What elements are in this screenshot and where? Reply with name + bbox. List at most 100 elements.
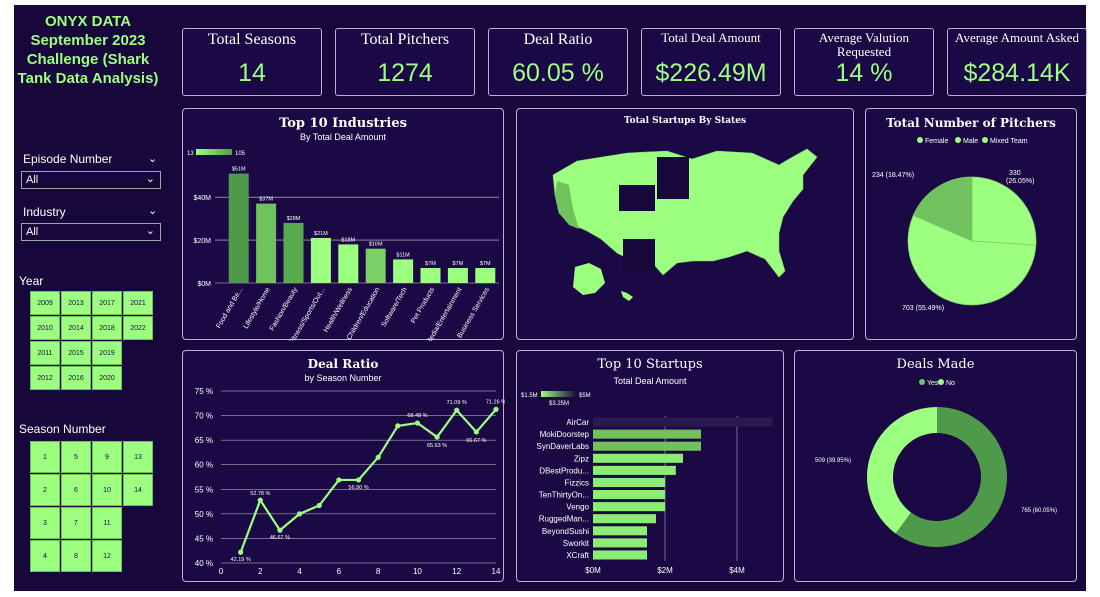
- data-point: [238, 549, 244, 555]
- chart-subtitle: Total Deal Amount: [613, 376, 687, 386]
- season-tile-5[interactable]: 5: [61, 441, 91, 473]
- season-tile-6[interactable]: 6: [61, 474, 91, 506]
- x-tick-label: 0: [219, 567, 224, 576]
- bar-data-label: $7M: [425, 261, 436, 267]
- episode-dropdown-value: All: [26, 174, 39, 186]
- data-point: [316, 502, 322, 509]
- startup-bar: [593, 417, 773, 427]
- year-tile-2021[interactable]: 2021: [123, 291, 153, 315]
- year-tile-2020[interactable]: 2020: [92, 366, 122, 390]
- x-tick-label: $0M: [585, 566, 601, 575]
- startup-bar: [593, 514, 656, 524]
- startup-bar: [593, 502, 665, 512]
- bar-data-label: $51M: [232, 167, 246, 173]
- year-tile-2014[interactable]: 2014: [61, 316, 91, 340]
- industry-bar: [365, 248, 386, 283]
- industry-dropdown-value: All: [26, 226, 39, 238]
- x-tick-label: 6: [337, 567, 342, 576]
- season-tile-1[interactable]: 1: [30, 441, 60, 473]
- data-point: [336, 477, 342, 483]
- y-tick-label: $40M: [193, 195, 211, 202]
- chevron-down-icon: ⌄: [145, 225, 155, 237]
- dashboard-title: ONYX DATA September 2023 Challenge (Shar…: [17, 13, 159, 87]
- startup-bar: [593, 453, 683, 463]
- y-category-label: DBestProdu...: [539, 466, 589, 475]
- y-tick-label: $0M: [197, 281, 211, 288]
- season-tile-11[interactable]: 11: [92, 507, 122, 539]
- y-category-label: XCraft: [566, 551, 589, 560]
- legend-mid-label: $3.25M: [549, 401, 569, 407]
- donut-slice: [867, 407, 937, 534]
- year-tile-2015[interactable]: 2015: [61, 341, 91, 365]
- chart-subtitle: By Total Deal Amount: [300, 132, 386, 142]
- year-tile-2022[interactable]: 2022: [123, 316, 153, 340]
- y-category-label: Sworkit: [563, 539, 590, 548]
- year-tile-2013[interactable]: 2013: [61, 291, 91, 315]
- data-point: [454, 407, 460, 413]
- deals-donut-chart: Yes No 765 (60.05%) 509 (39.95%): [815, 379, 1057, 547]
- year-tile-2011[interactable]: 2011: [30, 341, 60, 365]
- slice-label: 234 (18.47%): [872, 172, 914, 179]
- year-tile-2010[interactable]: 2010: [30, 316, 60, 340]
- season-tile-2[interactable]: 2: [30, 474, 60, 506]
- startup-bar: [593, 538, 647, 548]
- legend-label: Yes: [927, 380, 939, 387]
- episode-collapse-chevron-icon[interactable]: ⌄: [148, 153, 158, 165]
- slice-label: 509 (39.95%): [815, 458, 851, 464]
- season-tile-9[interactable]: 9: [92, 441, 122, 473]
- legend-min-label: $1.5M: [521, 393, 538, 399]
- season-tile-8[interactable]: 8: [61, 540, 91, 572]
- top-startups-panel: Top 10 Startups Total Deal Amount $1.5M $…: [516, 350, 784, 582]
- slice-label: 330: [1009, 170, 1021, 177]
- y-category-label: BeyondSushi: [542, 527, 589, 536]
- slice-label: 703 (55.49%): [902, 305, 944, 312]
- season-tile-4[interactable]: 4: [30, 540, 60, 572]
- slice-label: (26.05%): [1006, 178, 1034, 185]
- y-category-label: Vengo: [566, 503, 589, 512]
- industry-bar: [475, 267, 496, 283]
- season-tile-12[interactable]: 12: [92, 540, 122, 572]
- bar-data-label: $37M: [259, 197, 273, 203]
- season-slicer-label: Season Number: [19, 422, 106, 436]
- year-tile-2017[interactable]: 2017: [92, 291, 122, 315]
- industry-collapse-chevron-icon[interactable]: ⌄: [148, 205, 158, 217]
- legend-marker: [938, 379, 944, 385]
- data-point: [257, 497, 263, 503]
- legend-label: Mixed Team: [990, 138, 1028, 145]
- x-tick-label: Lifestyle/Home: [243, 286, 272, 330]
- pie-slice: [907, 214, 1037, 306]
- year-tile-2012[interactable]: 2012: [30, 366, 60, 390]
- year-tile-2018[interactable]: 2018: [92, 316, 122, 340]
- season-tile-14[interactable]: 14: [123, 474, 153, 506]
- legend-max-label: $5M: [579, 393, 591, 399]
- kpi-label: Total Seasons: [207, 31, 297, 48]
- year-tile-2009[interactable]: 2009: [30, 291, 60, 315]
- legend-marker: [982, 137, 988, 143]
- point-data-label: 68.48 %: [407, 413, 427, 419]
- year-tile-2019[interactable]: 2019: [92, 341, 122, 365]
- industry-bar: [256, 203, 277, 283]
- data-point: [296, 511, 303, 517]
- startup-bar: [593, 490, 665, 500]
- california-shape: [555, 181, 579, 229]
- x-tick-label: Pet Products: [410, 286, 436, 325]
- year-tile-2016[interactable]: 2016: [61, 366, 91, 390]
- industry-dropdown[interactable]: All ⌄: [21, 223, 161, 241]
- data-point: [355, 477, 362, 483]
- season-tile-10[interactable]: 10: [92, 474, 122, 506]
- season-tile-13[interactable]: 13: [123, 441, 153, 473]
- legend-label: Female: [925, 138, 948, 145]
- season-tile-3[interactable]: 3: [30, 507, 60, 539]
- us-states-map: [552, 148, 818, 301]
- data-point: [493, 406, 499, 412]
- episode-dropdown[interactable]: All ⌄: [21, 171, 161, 189]
- point-data-label: 42.19 %: [231, 557, 251, 563]
- bar-data-label: $16M: [369, 242, 383, 248]
- season-tile-7[interactable]: 7: [61, 507, 91, 539]
- legend-label: No: [946, 380, 955, 387]
- bar-data-label: $11M: [396, 252, 410, 258]
- y-tick-label: $20M: [193, 238, 211, 245]
- x-tick-label: 8: [376, 567, 381, 576]
- startup-bar: [593, 429, 701, 439]
- data-point: [473, 429, 479, 435]
